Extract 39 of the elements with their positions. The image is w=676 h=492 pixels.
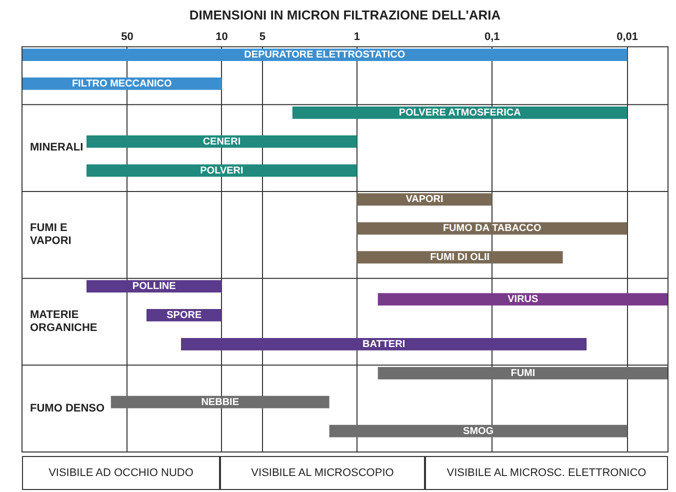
data-label: POLLINE xyxy=(132,281,176,292)
x-tick-label: 0,01 xyxy=(616,31,638,44)
x-tick-label: 0,1 xyxy=(484,31,500,44)
annotation: FUMO DENSO xyxy=(30,402,106,416)
data-label: NEBBIE xyxy=(201,396,240,408)
text: VISIBILE AD OCCHIO NUDO xyxy=(22,456,220,490)
data-label: POLVERE ATMOSFERICA xyxy=(398,107,521,118)
annotation: MINERALI xyxy=(30,142,84,155)
data-label: FUMI xyxy=(510,368,536,379)
bar xyxy=(356,251,563,264)
data-label: POLVERI xyxy=(200,165,244,176)
data-label: FUMO DA TABACCO xyxy=(442,223,542,234)
annotation: MATERIE ORGANICHE xyxy=(30,308,98,335)
data-label: BATTERI xyxy=(362,338,406,350)
data-label: DEPURATORE ELETTROSTATICO xyxy=(244,50,406,61)
bar xyxy=(378,366,668,380)
x-tick-label: 10 xyxy=(216,31,228,44)
chart-title: DIMENSIONI IN MICRON FILTRAZIONE DELL'ARIA xyxy=(189,7,502,22)
bar xyxy=(86,280,222,292)
annotation: FUMI E VAPORI xyxy=(30,222,72,248)
text: VISIBILE AL MICROSC. ELETTRONICO xyxy=(425,456,668,490)
data-label: VIRUS xyxy=(508,294,539,306)
text: VISIBILE AL MICROSCOPIO xyxy=(220,456,425,490)
data-label: SPORE xyxy=(166,310,202,321)
x-tick-label: 50 xyxy=(121,31,134,44)
bar xyxy=(181,338,587,350)
bar xyxy=(86,164,357,177)
bar xyxy=(110,396,330,408)
bar xyxy=(86,135,357,148)
x-tick-label: 1 xyxy=(354,31,360,44)
data-label: FILTRO MECCANICO xyxy=(72,78,172,90)
x-tick-label: 5 xyxy=(259,31,266,44)
data-label: SMOG xyxy=(463,426,494,437)
bar xyxy=(378,293,668,306)
bar xyxy=(22,48,628,61)
bar xyxy=(329,424,628,438)
data-label: CENERI xyxy=(202,136,241,148)
data-label: VAPORI xyxy=(406,194,444,206)
data-label: FUMI DI OLII xyxy=(430,252,490,264)
